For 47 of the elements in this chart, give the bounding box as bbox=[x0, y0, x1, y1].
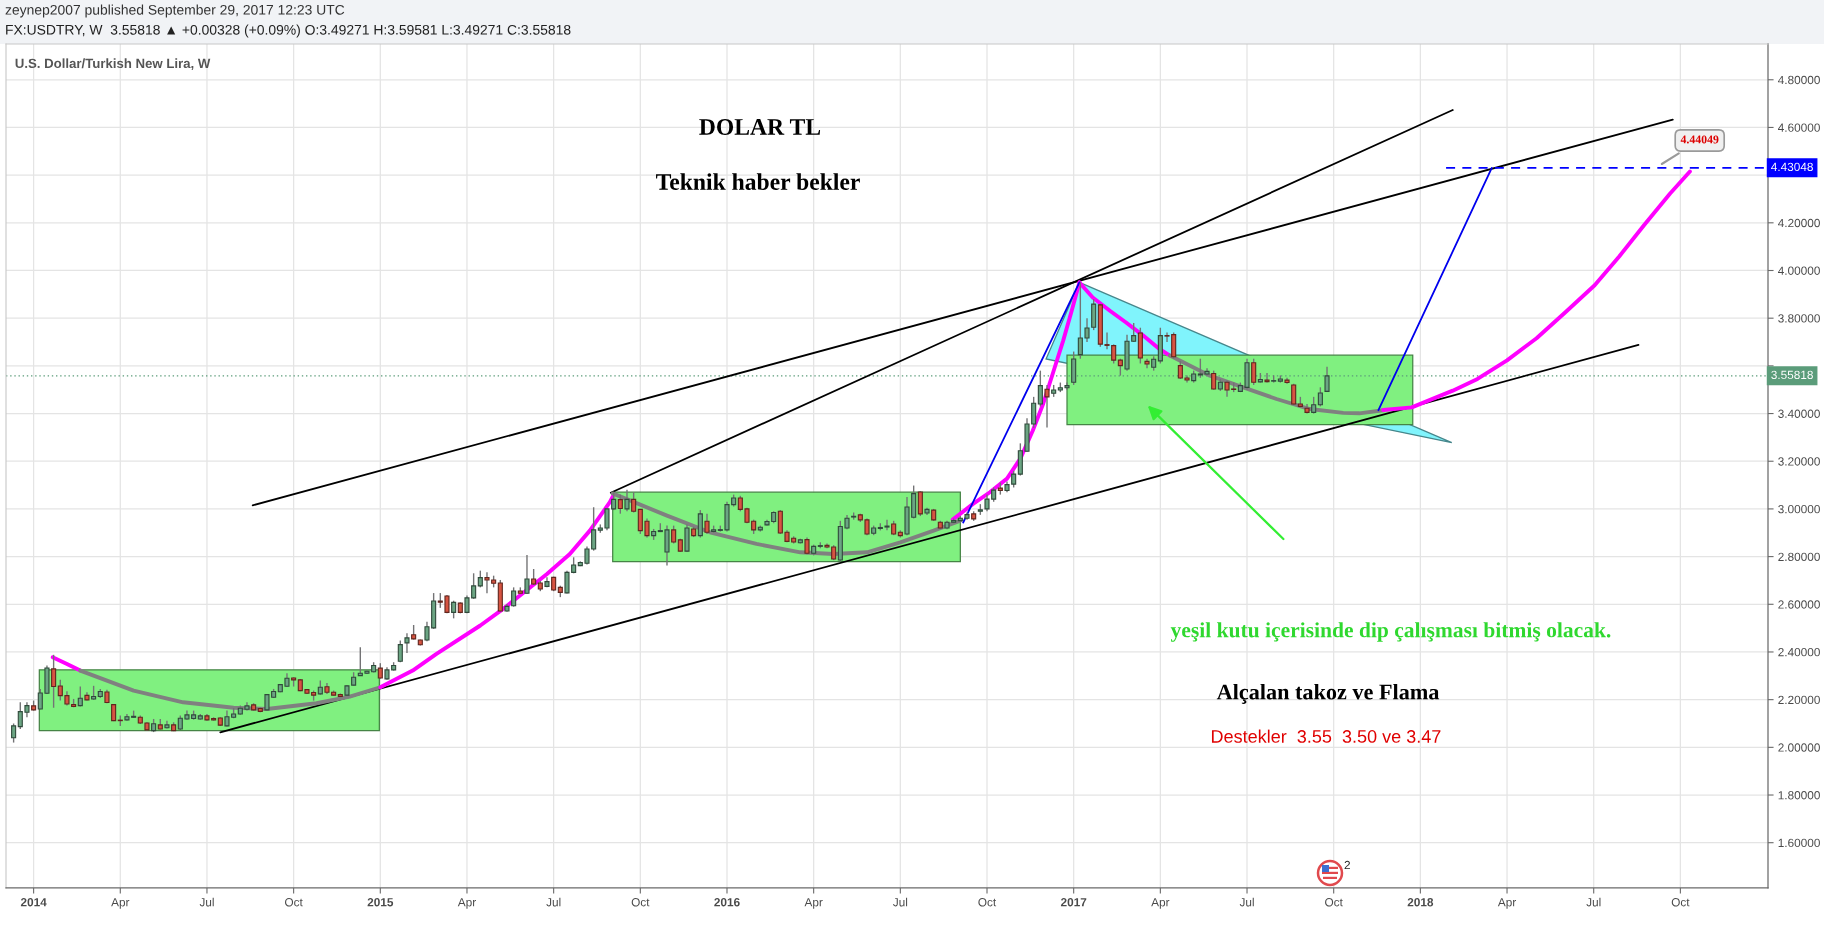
annotation: Alçalan takoz ve Flama bbox=[1216, 683, 1440, 704]
x-tick-label: Jul bbox=[199, 897, 214, 907]
y-tick-label: 2.60000 bbox=[1778, 600, 1820, 609]
y-tick-label: 4.60000 bbox=[1777, 123, 1820, 132]
x-tick-label: Oct bbox=[978, 898, 997, 907]
x-tick-label: 2018 bbox=[1407, 898, 1434, 907]
y-tick-label: 4.20000 bbox=[1777, 218, 1820, 228]
y-tick-label: 3.40000 bbox=[1778, 409, 1820, 418]
x-tick-label: 2016 bbox=[714, 898, 740, 907]
y-tick-label: 1.80000 bbox=[1778, 791, 1820, 800]
y-tick-label: 4.00000 bbox=[1777, 266, 1820, 275]
x-tick-label: Apr bbox=[804, 898, 823, 909]
y-tick-label: 2.20000 bbox=[1778, 695, 1820, 705]
y-tick-label: 3.00000 bbox=[1778, 504, 1820, 514]
text: zeynep2007 published September 29, 2017 12:23 UTC bbox=[5, 4, 345, 18]
y-tick-label: 3.80000 bbox=[1778, 314, 1820, 323]
y-tick-label: 1.60000 bbox=[1778, 838, 1820, 848]
annotation: Teknik haber bekler bbox=[656, 173, 860, 190]
y-tick-label: 2.40000 bbox=[1778, 648, 1820, 657]
annotation: 4.44049 bbox=[1680, 135, 1719, 144]
x-tick-label: Jul bbox=[1239, 897, 1254, 907]
series-label: 4.43048 bbox=[1771, 162, 1813, 172]
x-tick-label: 2014 bbox=[20, 898, 47, 907]
x-tick-label: Oct bbox=[631, 898, 650, 907]
x-tick-label: Jul bbox=[546, 897, 561, 907]
x-tick-label: 2017 bbox=[1060, 898, 1087, 907]
annotation: yeşil kutu içerisinde dip çalışması bitmiş olacak. bbox=[1170, 622, 1611, 642]
x-tick-label: Oct bbox=[1671, 898, 1690, 907]
chart-subtitle: FX:USDTRY, W 3.55818 ▲ +0.00328 (+0.09%) O:3.49271 H:3.59581 L:3.49271 C:3.55818 bbox=[6, 24, 571, 38]
x-tick-label: Apr bbox=[111, 898, 130, 909]
x-tick-label: Apr bbox=[1497, 898, 1517, 909]
x-tick-label: Jul bbox=[892, 897, 908, 907]
y-tick-label: 3.20000 bbox=[1778, 457, 1820, 466]
annotation: DOLAR TL bbox=[699, 119, 821, 135]
x-tick-label: 2015 bbox=[367, 898, 394, 907]
ref-line-label: 3.55818 bbox=[1771, 370, 1813, 379]
annotation: 2 bbox=[1344, 860, 1350, 870]
y-tick-label: 2.00000 bbox=[1778, 743, 1820, 752]
y-tick-label: 4.80000 bbox=[1777, 75, 1820, 85]
annotation: Destekler 3.55 3.50 ve 3.47 bbox=[1211, 729, 1441, 743]
text: U.S. Dollar/Turkish New Lira, W bbox=[15, 58, 211, 70]
x-tick-label: Apr bbox=[457, 898, 476, 909]
x-tick-label: Jul bbox=[1586, 897, 1601, 907]
x-tick-label: Oct bbox=[1325, 898, 1343, 907]
x-tick-label: Apr bbox=[1151, 898, 1170, 909]
y-tick-label: 2.80000 bbox=[1778, 552, 1820, 561]
x-tick-label: Oct bbox=[285, 898, 303, 907]
